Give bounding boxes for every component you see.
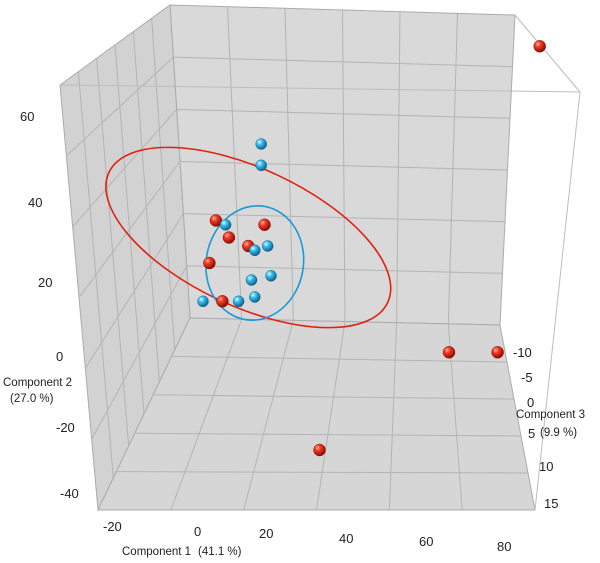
x-tick-label: 80: [497, 539, 511, 554]
grid-line: [243, 320, 294, 511]
data-point: [442, 346, 456, 359]
grid-line: [388, 322, 398, 511]
grid-line: [170, 318, 243, 511]
data-point: [255, 138, 267, 150]
z-axis-title: Component 3: [516, 409, 585, 421]
grid-line: [91, 265, 188, 440]
grid-line: [186, 265, 503, 274]
x-tick-label: 60: [419, 534, 433, 549]
x-tick-label: 40: [339, 531, 353, 546]
z-tick-label: 15: [544, 496, 558, 511]
frame-top-right: [514, 14, 581, 93]
frame-right-front: [534, 91, 581, 511]
data-point: [245, 274, 258, 286]
grid-line: [84, 213, 184, 369]
z-tick-label: 10: [539, 459, 553, 474]
grid-line: [78, 161, 181, 298]
grid-line: [116, 471, 529, 474]
data-point: [258, 218, 271, 232]
grid-line: [316, 321, 346, 511]
y-tick-label: 60: [20, 109, 34, 124]
z-axis-title-pct: (9.9 %): [540, 427, 577, 439]
data-point: [491, 346, 504, 359]
grid-line: [65, 56, 174, 157]
z-tick-label: 0: [527, 395, 534, 410]
y-tick-label: 20: [38, 275, 52, 290]
grid-line: [153, 394, 515, 400]
data-point: [249, 291, 261, 303]
confidence-ellipse-1: [205, 205, 305, 321]
z-tick-label: 5: [528, 426, 535, 441]
frame-top-front: [59, 84, 581, 93]
data-point: [203, 256, 216, 270]
grid-line: [134, 432, 522, 437]
grid-line: [173, 56, 513, 68]
data-point: [216, 295, 229, 308]
data-point: [219, 219, 232, 231]
data-point: [255, 159, 267, 172]
y-tick-label: 40: [28, 195, 42, 210]
grid-line: [72, 109, 178, 227]
data-point: [232, 295, 245, 307]
data-point: [222, 231, 236, 244]
x-tick-label: 20: [259, 526, 273, 541]
y-axis-title: Component 2: [3, 377, 72, 389]
y-tick-label: -20: [56, 420, 75, 435]
z-tick-label: -5: [521, 370, 533, 385]
x-axis-title: Component 1: [122, 546, 191, 558]
x-tick-label: -20: [103, 519, 122, 534]
grid-line: [183, 213, 506, 223]
grid-lines: [65, 6, 529, 511]
y-axis-title-pct: (27.0 %): [10, 393, 54, 405]
y-tick-label: 0: [56, 349, 63, 364]
data-point: [249, 244, 261, 257]
data-point: [197, 295, 209, 307]
z-tick-label: -10: [513, 345, 532, 360]
grid-line: [171, 355, 508, 363]
data-point: [533, 40, 546, 53]
x-tick-label: 0: [194, 524, 201, 539]
data-points: [197, 40, 546, 457]
grid-line: [176, 108, 511, 119]
data-point: [262, 240, 274, 252]
grid-line: [179, 161, 508, 171]
data-point: [313, 443, 326, 457]
x-axis-title-pct: (41.1 %): [198, 546, 242, 558]
data-point: [265, 270, 277, 282]
y-tick-label: -40: [60, 486, 79, 501]
